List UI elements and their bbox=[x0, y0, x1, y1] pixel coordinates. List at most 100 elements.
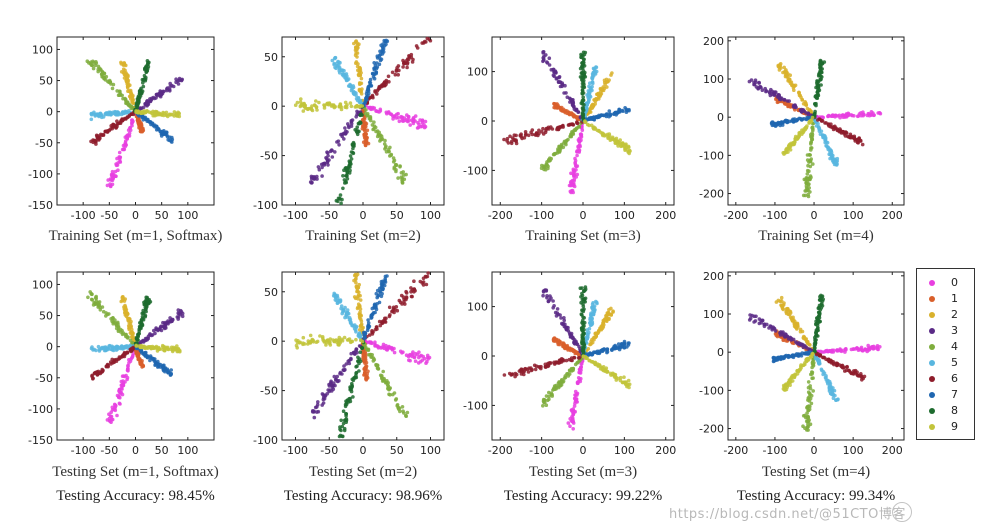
data-point bbox=[381, 42, 385, 46]
data-point bbox=[607, 134, 612, 138]
data-point bbox=[400, 118, 404, 123]
data-point bbox=[89, 63, 94, 67]
data-point bbox=[574, 164, 579, 169]
data-point bbox=[315, 174, 319, 179]
data-point bbox=[293, 103, 298, 107]
y-tick-label: -50 bbox=[260, 150, 278, 163]
data-point bbox=[127, 358, 131, 362]
x-tick-label: -50 bbox=[320, 209, 338, 222]
data-point bbox=[141, 308, 145, 313]
series-1 bbox=[133, 109, 146, 134]
data-point bbox=[387, 305, 392, 310]
data-point bbox=[425, 359, 429, 364]
data-point bbox=[153, 112, 157, 116]
x-tick-label: 200 bbox=[882, 209, 903, 222]
data-point bbox=[371, 330, 375, 334]
data-point bbox=[138, 345, 143, 349]
data-point bbox=[811, 128, 815, 133]
data-point bbox=[167, 138, 172, 143]
data-point bbox=[363, 332, 367, 336]
data-point bbox=[136, 109, 141, 114]
data-point bbox=[139, 325, 143, 330]
data-point bbox=[396, 73, 400, 77]
data-point bbox=[579, 135, 584, 139]
data-point bbox=[413, 359, 418, 363]
data-point bbox=[341, 409, 346, 413]
x-tick-label: 100 bbox=[614, 209, 635, 222]
data-point bbox=[362, 359, 366, 363]
data-point bbox=[575, 149, 579, 153]
data-point bbox=[572, 115, 576, 119]
data-point bbox=[130, 327, 134, 332]
data-point bbox=[558, 382, 563, 386]
data-point bbox=[800, 128, 804, 132]
data-point bbox=[339, 418, 343, 423]
data-point bbox=[808, 153, 812, 157]
series-3 bbox=[541, 50, 585, 122]
data-point bbox=[383, 319, 387, 323]
data-point bbox=[579, 376, 583, 381]
data-point bbox=[405, 65, 409, 70]
data-point bbox=[781, 151, 785, 155]
data-point bbox=[141, 81, 145, 85]
data-point bbox=[126, 110, 131, 115]
data-point bbox=[110, 316, 115, 320]
data-point bbox=[509, 139, 514, 144]
data-point bbox=[578, 66, 583, 71]
data-point bbox=[342, 364, 346, 368]
data-point bbox=[533, 367, 538, 372]
series-9 bbox=[134, 109, 182, 119]
data-point bbox=[298, 340, 302, 345]
data-point bbox=[123, 141, 128, 145]
data-point bbox=[352, 295, 357, 299]
data-point bbox=[776, 63, 780, 68]
data-point bbox=[158, 91, 162, 96]
data-point bbox=[343, 315, 347, 320]
data-point bbox=[315, 405, 319, 409]
data-point bbox=[376, 366, 380, 371]
data-point bbox=[331, 338, 335, 342]
data-point bbox=[405, 410, 410, 415]
data-point bbox=[383, 138, 387, 143]
data-point bbox=[130, 346, 134, 351]
data-point bbox=[136, 332, 141, 336]
data-point bbox=[402, 173, 406, 177]
data-point bbox=[378, 323, 383, 328]
data-point bbox=[110, 417, 115, 422]
data-point bbox=[834, 160, 839, 164]
data-point bbox=[779, 96, 784, 100]
data-point bbox=[420, 121, 425, 125]
data-point bbox=[547, 397, 551, 401]
data-point bbox=[426, 271, 430, 275]
data-point bbox=[394, 305, 399, 309]
data-point bbox=[363, 143, 368, 148]
data-point bbox=[342, 137, 346, 141]
data-point bbox=[322, 163, 327, 167]
data-point bbox=[410, 294, 414, 299]
data-point bbox=[320, 174, 324, 178]
data-point bbox=[363, 345, 368, 349]
series-1 bbox=[552, 101, 585, 124]
data-point bbox=[571, 427, 575, 431]
data-point bbox=[316, 409, 321, 414]
data-point bbox=[614, 136, 619, 141]
data-point bbox=[601, 113, 606, 118]
series-9 bbox=[583, 119, 632, 156]
data-point bbox=[88, 290, 92, 294]
data-point bbox=[420, 358, 425, 362]
data-point bbox=[545, 296, 549, 300]
data-point bbox=[136, 118, 141, 123]
data-point bbox=[522, 369, 527, 374]
data-point bbox=[144, 302, 149, 306]
data-point bbox=[605, 347, 610, 352]
data-point bbox=[145, 338, 149, 342]
data-point bbox=[355, 103, 359, 108]
series-6 bbox=[502, 354, 585, 379]
data-point bbox=[574, 107, 579, 112]
data-point bbox=[572, 356, 577, 360]
data-point bbox=[339, 428, 343, 433]
data-point bbox=[816, 89, 820, 93]
data-point bbox=[114, 163, 119, 168]
